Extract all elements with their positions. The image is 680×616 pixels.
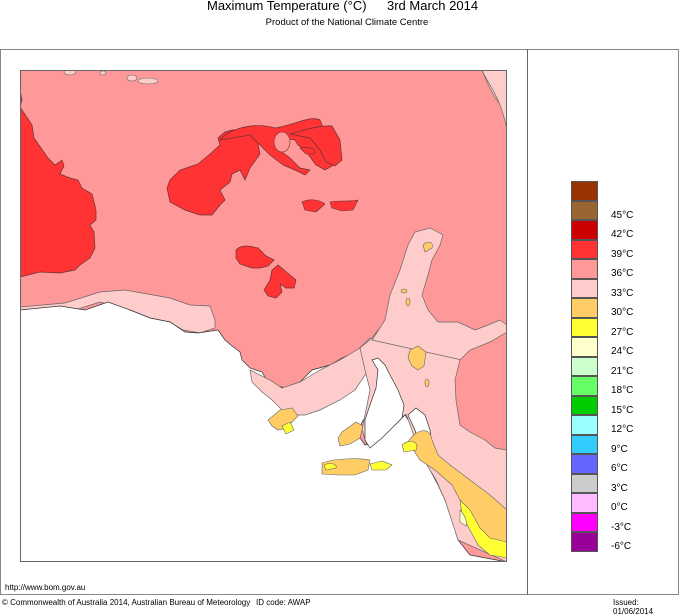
legend-swatch xyxy=(571,473,598,493)
legend-label: 24°C xyxy=(611,346,634,357)
legend-label: 18°C xyxy=(611,385,634,396)
legend-label: 6°C xyxy=(611,463,628,474)
legend-label: 39°C xyxy=(611,248,634,260)
legend-swatch xyxy=(571,220,598,240)
legend-swatch xyxy=(571,200,598,220)
bom-url-link[interactable]: http://www.bom.gov.au xyxy=(5,583,86,592)
legend-label: 0°C xyxy=(611,502,628,513)
legend-swatch xyxy=(571,376,598,396)
legend-swatch xyxy=(571,239,598,259)
id-code: ID code: AWAP xyxy=(256,598,311,607)
legend-label: 9°C xyxy=(611,443,628,455)
legend-label: 21°C xyxy=(611,365,634,377)
legend-label: 33°C xyxy=(611,287,634,299)
map-frame xyxy=(0,49,679,595)
legend-label: -6°C xyxy=(611,541,632,552)
legend-swatch xyxy=(571,337,598,357)
temperature-map xyxy=(20,70,507,562)
copyright-text: © Commonwealth of Australia 2014, Austra… xyxy=(2,598,251,607)
legend-swatch xyxy=(571,532,598,552)
legend-swatch xyxy=(571,512,598,532)
legend-label: 45°C xyxy=(611,209,634,221)
chart-title: Maximum Temperature (°C) 3rd March 2014 xyxy=(0,0,680,18)
legend-divider xyxy=(527,49,528,595)
legend-swatch xyxy=(571,434,598,454)
legend-label: 15°C xyxy=(611,404,634,416)
subtitle: Product of the National Climate Centre xyxy=(265,17,429,28)
legend-swatch xyxy=(571,259,598,279)
legend-swatch xyxy=(571,181,598,201)
legend-label: 36°C xyxy=(611,268,634,279)
legend-swatch xyxy=(571,278,598,298)
legend-label: 3°C xyxy=(611,482,628,494)
issued-date: Issued: 01/06/2014 xyxy=(613,598,654,616)
title-text: Maximum Temperature (°C) xyxy=(207,0,367,13)
legend-label: -3°C xyxy=(611,521,632,533)
legend-label: 30°C xyxy=(611,307,634,318)
legend-swatch xyxy=(571,415,598,435)
legend-label: 42°C xyxy=(611,229,634,240)
legend-label: 27°C xyxy=(611,326,634,338)
title-date: 3rd March 2014 xyxy=(387,0,479,13)
legend-swatch xyxy=(571,454,598,474)
legend-swatch xyxy=(571,317,598,337)
legend-swatch xyxy=(571,298,598,318)
legend-swatch xyxy=(571,395,598,415)
legend-swatch xyxy=(571,493,598,513)
legend-swatch xyxy=(571,356,598,376)
legend-label: 12°C xyxy=(611,424,634,435)
